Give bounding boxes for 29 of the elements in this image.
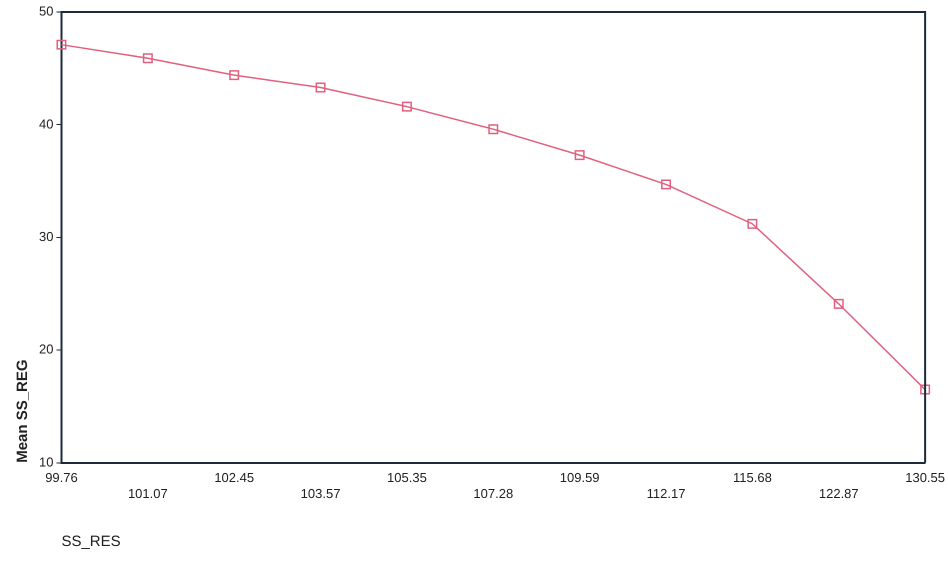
x-tick-label: 103.57	[300, 486, 340, 501]
x-tick-label: 115.68	[732, 470, 772, 486]
x-tick-label: 130.55	[905, 470, 945, 486]
x-tick-label: 102.45	[214, 470, 254, 486]
x-tick-label: 105.35	[387, 470, 427, 486]
x-axis-title: SS_RES	[61, 533, 121, 550]
point	[488, 124, 498, 134]
y-tick-label: 20	[38, 342, 54, 357]
point	[747, 218, 758, 229]
point	[142, 53, 153, 64]
point	[920, 384, 930, 395]
point	[316, 82, 326, 92]
point	[56, 40, 66, 50]
point	[834, 298, 844, 309]
y-tick-label: 40	[38, 116, 54, 132]
point	[402, 102, 412, 112]
x-tick-label: 122.87	[818, 486, 859, 501]
x-tick-label: 109.59	[560, 470, 600, 486]
y-axis-title: Mean SS_REG	[14, 359, 32, 463]
y-tick-label: 50	[38, 4, 54, 19]
y-tick-label: 30	[38, 228, 54, 244]
y-tick-label: 10	[38, 454, 54, 470]
point	[574, 150, 585, 160]
point	[661, 179, 672, 190]
x-tick-label: 112.17	[646, 486, 686, 501]
x-tick-label: 107.28	[473, 486, 514, 501]
x-tick-label: 101.07	[128, 486, 168, 501]
x-tick-label: 99.76	[45, 470, 78, 486]
point	[229, 70, 240, 80]
